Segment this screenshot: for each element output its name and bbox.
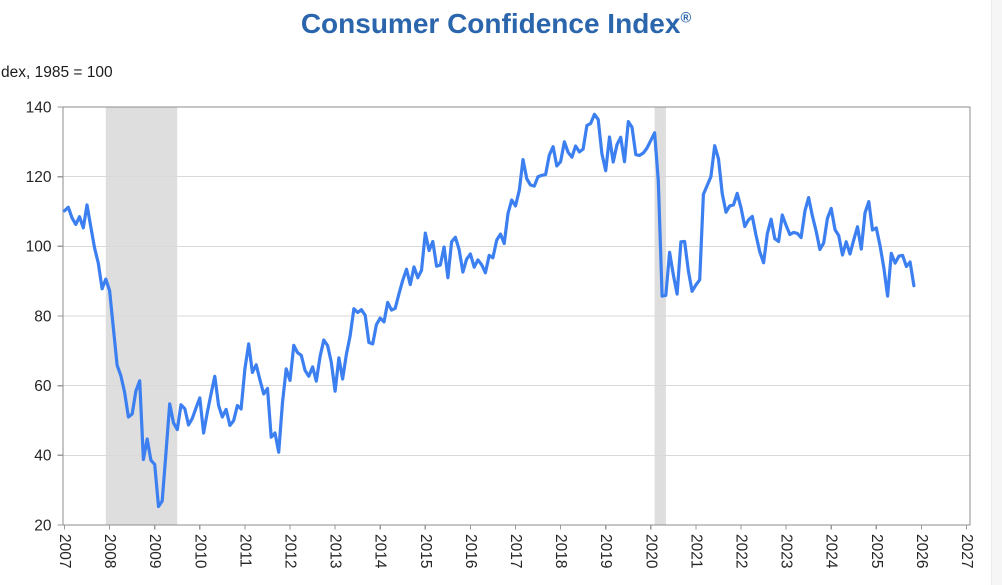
y-axis-labels: 20 40 60 80 100 120 140: [26, 99, 52, 534]
y-tick-label: 80: [34, 308, 52, 325]
x-axis-ticks: [63, 525, 968, 530]
y-axis-ticks: [57, 106, 63, 526]
x-tick-label: 2014: [372, 534, 389, 569]
x-tick-label: 2007: [56, 534, 73, 568]
x-tick-label: 2027: [958, 534, 975, 568]
x-tick-label: 2015: [417, 534, 434, 568]
x-axis-labels: 2007 2008 2009 2010 2011 2012 2013 2014 2015 2016…: [56, 534, 975, 569]
axis-units-note: dex, 1985 = 100: [1, 64, 113, 81]
x-tick-label: 2017: [507, 534, 524, 568]
y-tick-label: 20: [34, 517, 52, 534]
x-tick-label: 2019: [597, 534, 614, 568]
x-tick-label: 2024: [823, 534, 840, 569]
cci-line: [62, 112, 916, 509]
x-tick-label: 2013: [327, 534, 344, 568]
x-tick-label: 2026: [913, 534, 930, 568]
x-tick-label: 2020: [642, 534, 659, 569]
vertical-scrollbar[interactable]: [991, 0, 1002, 585]
page-title: Consumer Confidence Index®: [0, 8, 992, 40]
x-tick-label: 2012: [282, 534, 299, 568]
x-tick-label: 2018: [552, 534, 569, 568]
y-tick-label: 100: [26, 239, 52, 256]
x-tick-label: 2016: [462, 534, 479, 568]
x-tick-label: 2008: [101, 534, 118, 568]
x-tick-label: 2022: [733, 534, 750, 568]
y-tick-label: 60: [34, 378, 52, 395]
registered-trademark-symbol: ®: [680, 10, 692, 27]
y-tick-label: 120: [26, 169, 52, 186]
cci-line-series: [62, 112, 916, 509]
x-tick-label: 2010: [191, 534, 208, 569]
y-tick-label: 140: [26, 99, 52, 116]
gridlines: [63, 176, 970, 456]
x-tick-label: 2023: [778, 534, 795, 568]
x-tick-label: 2011: [236, 534, 253, 567]
x-tick-label: 2021: [687, 534, 704, 568]
x-tick-label: 2025: [868, 534, 885, 568]
x-tick-label: 2009: [146, 534, 163, 568]
y-tick-label: 40: [34, 448, 52, 465]
page-title-text: Consumer Confidence Index: [300, 8, 681, 39]
